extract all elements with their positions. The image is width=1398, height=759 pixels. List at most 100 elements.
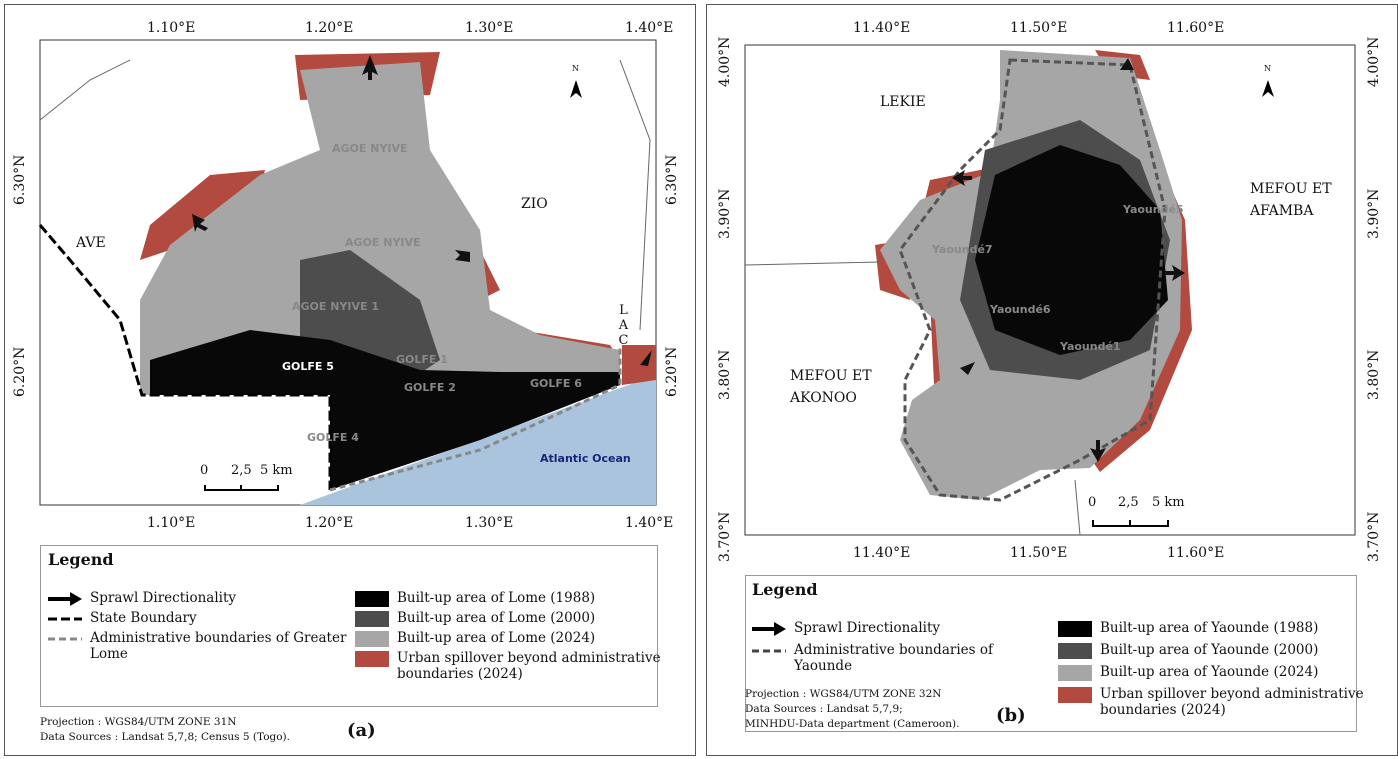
legend-item: Urban spillover beyond administrative bo… [1100,686,1364,718]
district-line [1074,479,1081,536]
x-tick-label: 11.60°E [1167,20,1225,36]
place-label: MEFOU ET AFAMBA [1250,181,1332,219]
x-tick-label: 1.20°E [305,515,354,531]
place-label: Yaoundé1 [1060,340,1121,353]
place-label: Atlantic Ocean [540,452,631,465]
legend-swatch [355,591,389,607]
north-arrow [570,80,582,98]
legend-swatch [355,611,389,627]
y-tick-label: 3.80°N [1366,349,1382,400]
y-tick-label: 3.70°N [717,511,733,562]
district-line [39,59,131,121]
source-note: Projection : WGS84/UTM ZONE 31N [40,716,237,728]
legend-item: Built-up area of Lome (2024) [397,630,596,646]
legend-symbols [48,591,1092,703]
place-label: Yaoundé6 [990,303,1051,316]
x-tick-label: 11.50°E [1010,20,1068,36]
x-tick-label: 1.30°E [465,515,514,531]
legend-item: Built-up area of Lome (2000) [397,610,596,626]
place-label: AGOE NYIVE 1 [292,300,380,313]
x-tick-label: 11.40°E [853,545,911,561]
place-label: GOLFE 2 [404,381,456,394]
admin-boundary [898,58,1167,502]
y-tick-label: 4.00°N [1366,36,1382,87]
legend-title: Legend [48,550,114,569]
place-label: AGOE NYIVE [345,236,421,249]
built-1988 [975,145,1168,355]
sprawl-arrows [952,58,1185,462]
north-arrow [1262,80,1274,97]
north-label: N [1264,64,1271,73]
legend-swatch [1058,621,1092,637]
legend-item: Administrative boundaries of Greater Lom… [90,630,347,662]
x-tick-label: 1.10°E [147,515,196,531]
y-tick-label: 4.00°N [717,36,733,87]
y-tick-label: 6.30°N [664,154,680,205]
x-tick-label: 11.60°E [1167,545,1225,561]
x-tick-label: 11.50°E [1010,545,1068,561]
place-label: MEFOU ET AKONOO [790,368,872,406]
spillover [140,170,265,260]
scale-label: 5 km [1152,495,1185,510]
legend-swatch [1058,643,1092,659]
scale-label: 5 km [260,463,293,478]
legend-arrow [752,622,786,636]
x-tick-label: 1.40°E [625,515,674,531]
place-label: ZIO [521,196,548,212]
legend-box [745,575,1357,732]
legend-item: Urban spillover beyond administrative bo… [397,650,661,682]
place-label: GOLFE 1 [396,353,448,366]
place-label: GOLFE 6 [530,377,582,390]
legend-item: State Boundary [90,610,197,626]
source-note: Data Sources : Landsat 5,7,9; [745,703,903,715]
panel-frame [4,4,696,756]
source-note: MINHDU-Data department (Cameroon). [745,718,960,730]
legend-arrow [48,592,82,606]
legend-swatch [1058,687,1092,703]
scale-label: 2,5 [1118,495,1139,510]
admin-boundary [329,345,622,492]
place-label: Yaoundé5 [1123,203,1184,216]
legend-item: Administrative boundaries of Yaounde [794,642,993,674]
scale-label: 0 [200,463,209,478]
legend-swatch [1058,665,1092,681]
legend-item: Sprawl Directionality [90,590,237,606]
x-tick-label: 1.30°E [465,20,514,36]
y-tick-label: 3.70°N [1366,511,1382,562]
y-tick-label: 3.80°N [717,349,733,400]
place-label: GOLFE 4 [307,431,359,444]
sprawl-arrows [192,55,652,366]
legend-title: Legend [752,580,818,599]
north-label: N [572,64,579,73]
y-tick-label: 3.90°N [717,188,733,239]
x-tick-label: 1.40°E [625,20,674,36]
y-tick-label: 3.90°N [1366,188,1382,239]
x-tick-label: 11.40°E [853,20,911,36]
legend-item: Built-up area of Yaounde (2024) [1100,664,1319,680]
y-tick-label: 6.20°N [664,346,680,397]
legend-item: Built-up area of Lome (1988) [397,590,596,606]
built-1988 [150,330,620,490]
map-a [38,39,657,506]
map-b [744,44,1356,536]
x-tick-label: 1.10°E [147,20,196,36]
place-label: LAC [616,303,631,348]
legend-item: Sprawl Directionality [794,620,941,636]
source-note: Data Sources : Landsat 5,7,8; Census 5 (… [40,731,290,743]
district-line [619,59,651,331]
scale-label: 2,5 [231,463,252,478]
source-note: Projection : WGS84/UTM ZONE 32N [745,688,942,700]
place-label: AVE [76,235,106,251]
panel-label: (b) [996,705,1026,726]
legend-item: Built-up area of Yaounde (2000) [1100,642,1319,658]
legend-swatch [355,631,389,647]
legend-swatch [355,651,389,667]
place-label: LEKIE [880,94,926,110]
scale-bar [1092,520,1169,527]
scale-bar [204,485,279,491]
y-tick-label: 6.30°N [12,154,28,205]
spillover [622,345,656,385]
legend-item: Built-up area of Yaounde (1988) [1100,620,1319,636]
